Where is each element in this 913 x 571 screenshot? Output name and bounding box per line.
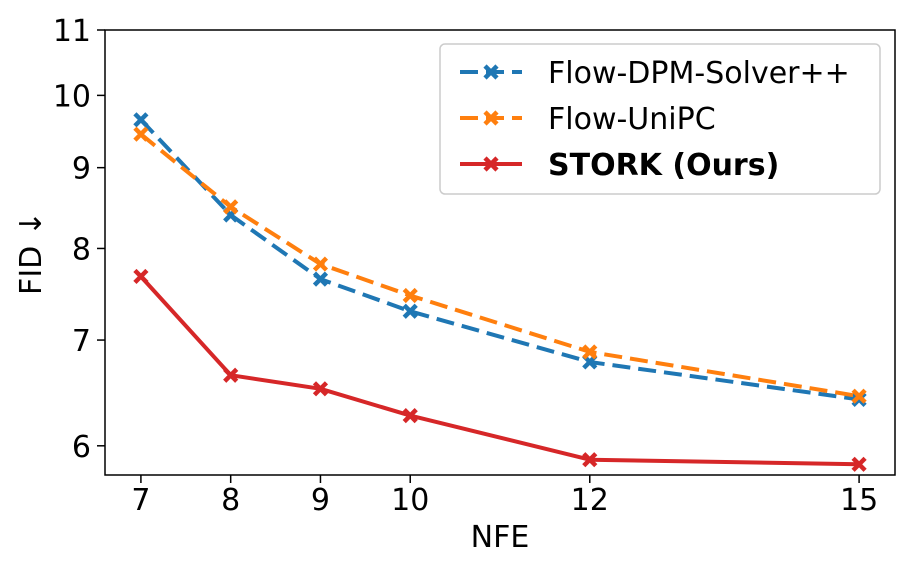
data-point-flow-dpm-solver — [851, 391, 867, 407]
data-point-stork-ours — [312, 381, 329, 397]
series-flow-unipc — [133, 126, 867, 404]
legend-marker — [483, 156, 499, 172]
series-line-flow-unipc — [139, 132, 860, 399]
legend-label: STORK (Ours) — [548, 148, 779, 183]
data-point-stork-ours — [133, 268, 149, 285]
data-point-flow-unipc — [402, 287, 418, 304]
legend-label: Flow-UniPC — [548, 102, 716, 137]
data-point-flow-dpm-solver — [402, 303, 418, 319]
series-lines — [133, 112, 867, 472]
legend-entry-stork-ours: STORK (Ours) — [460, 148, 779, 183]
x-tick-label: 9 — [311, 483, 330, 518]
legend-marker — [483, 64, 499, 80]
legend: Flow-DPM-Solver++ Flow-UniPC STORK (Ours) — [439, 43, 881, 195]
series-line-flow-dpm-solver — [139, 118, 860, 402]
data-point-flow-dpm-solver — [133, 112, 149, 128]
legend-marker — [483, 110, 499, 126]
y-axis-label: FID ↓ — [14, 211, 49, 295]
plot-frame — [104, 29, 896, 476]
data-point-flow-dpm-solver — [312, 271, 329, 287]
y-tick-label: 7 — [72, 324, 91, 359]
legend-label: Flow-DPM-Solver++ — [548, 56, 850, 91]
data-point-stork-ours — [223, 367, 239, 383]
y-tick-label: 6 — [72, 430, 91, 465]
data-point-stork-ours — [402, 408, 418, 424]
x-tick-label: 7 — [131, 483, 150, 518]
series-line-stork-ours — [139, 275, 860, 467]
data-point-flow-unipc — [223, 199, 239, 215]
series-stork-ours — [133, 268, 867, 472]
legend-entry-flow-unipc: Flow-UniPC — [460, 102, 716, 137]
x-tick-label: 8 — [221, 483, 240, 518]
legend-frame — [439, 43, 881, 195]
y-tick-label: 9 — [72, 152, 91, 187]
y-tick-label: 10 — [53, 79, 91, 114]
data-point-flow-unipc — [851, 388, 867, 404]
x-axis-label: NFE — [471, 520, 530, 555]
data-point-flow-unipc — [582, 344, 598, 360]
x-tick-label: 12 — [571, 483, 609, 518]
data-point-stork-ours — [582, 452, 598, 468]
data-point-flow-unipc — [312, 256, 329, 272]
legend-entry-flow-dpm-solver: Flow-DPM-Solver++ — [460, 56, 850, 91]
data-point-flow-unipc — [133, 126, 149, 142]
y-tick-label: 11 — [53, 14, 91, 49]
axis-ticks: 7 8 9 10 12 15 6 7 8 9 10 11 — [53, 14, 878, 518]
data-point-stork-ours — [851, 456, 867, 472]
series-flow-dpm-solver — [133, 112, 867, 407]
x-tick-label: 15 — [840, 483, 878, 518]
x-tick-label: 10 — [391, 483, 429, 518]
y-tick-label: 8 — [72, 232, 91, 267]
